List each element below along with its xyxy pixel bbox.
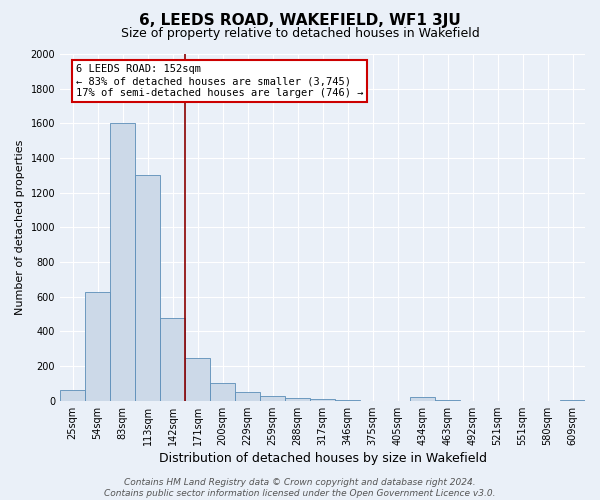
Bar <box>160 318 185 401</box>
Bar <box>335 400 360 401</box>
Bar <box>135 176 160 401</box>
Bar <box>310 399 335 401</box>
Text: 6, LEEDS ROAD, WAKEFIELD, WF1 3JU: 6, LEEDS ROAD, WAKEFIELD, WF1 3JU <box>139 12 461 28</box>
Bar <box>560 400 585 401</box>
Bar <box>110 124 135 401</box>
Bar <box>210 384 235 401</box>
X-axis label: Distribution of detached houses by size in Wakefield: Distribution of detached houses by size … <box>158 452 487 465</box>
Text: 6 LEEDS ROAD: 152sqm
← 83% of detached houses are smaller (3,745)
17% of semi-de: 6 LEEDS ROAD: 152sqm ← 83% of detached h… <box>76 64 363 98</box>
Text: Size of property relative to detached houses in Wakefield: Size of property relative to detached ho… <box>121 28 479 40</box>
Bar <box>85 292 110 401</box>
Bar <box>410 398 435 401</box>
Bar <box>185 358 210 401</box>
Bar <box>60 390 85 401</box>
Bar <box>285 398 310 401</box>
Y-axis label: Number of detached properties: Number of detached properties <box>15 140 25 315</box>
Bar <box>435 400 460 401</box>
Text: Contains HM Land Registry data © Crown copyright and database right 2024.
Contai: Contains HM Land Registry data © Crown c… <box>104 478 496 498</box>
Bar <box>235 392 260 401</box>
Bar <box>260 396 285 401</box>
